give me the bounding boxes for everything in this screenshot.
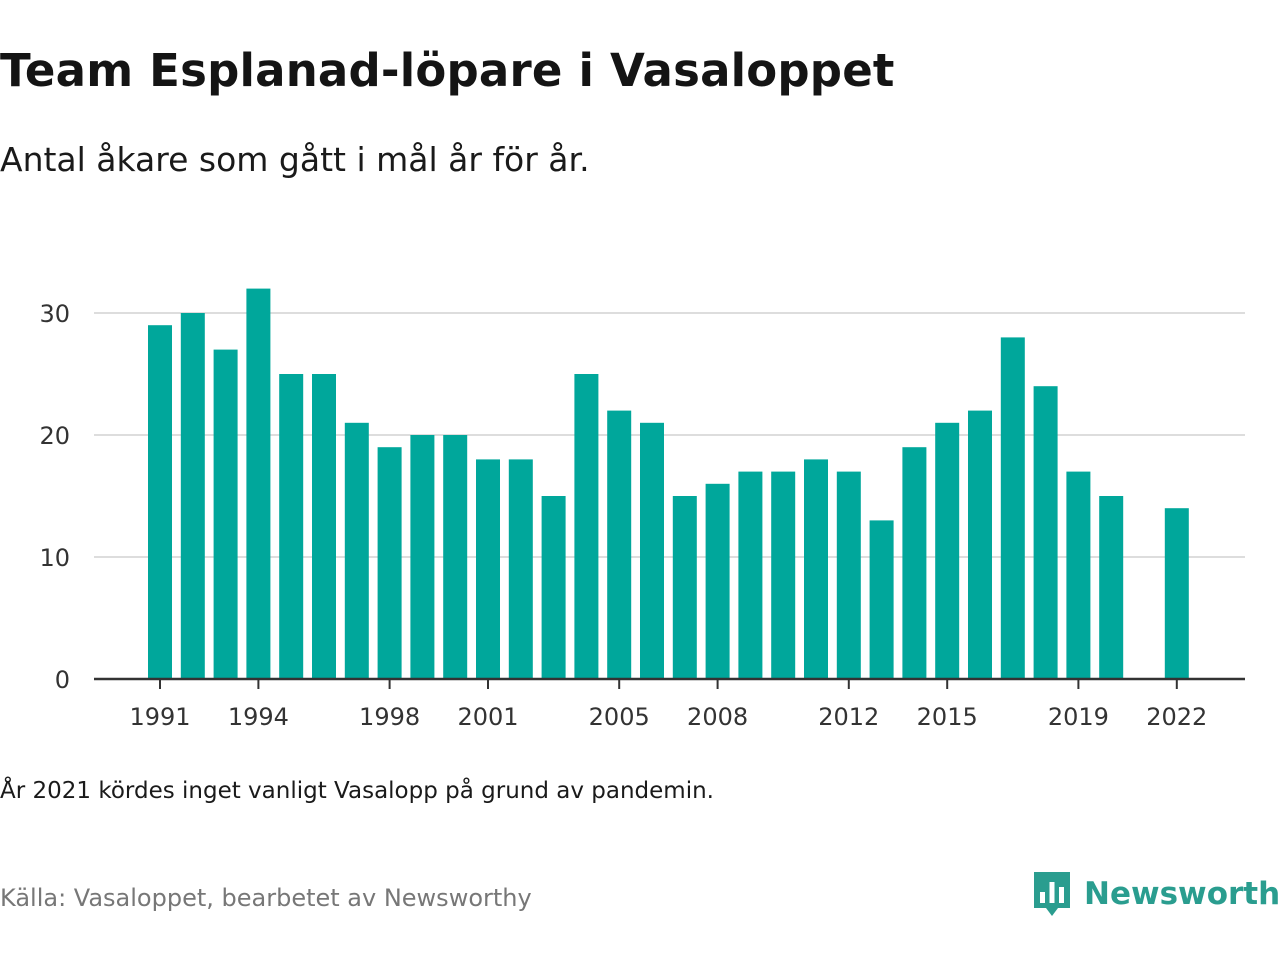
axes: 0 10 20 30 1991 1994 1998 2001 2005 2008 2012 2015 2… bbox=[39, 300, 1245, 731]
bar-2001 bbox=[476, 459, 500, 679]
bar-1993 bbox=[213, 349, 238, 679]
newsworthy-logo: Newsworthy bbox=[1032, 870, 1280, 918]
bar-2019 bbox=[1066, 471, 1091, 679]
bar-1994 bbox=[246, 288, 271, 679]
bar-1997 bbox=[344, 422, 369, 679]
bar-2003 bbox=[541, 496, 566, 679]
bar-2017 bbox=[1000, 337, 1025, 679]
bar-2004 bbox=[574, 374, 599, 679]
x-tick-label: 2012 bbox=[818, 703, 879, 731]
x-tick-label: 2001 bbox=[457, 703, 518, 731]
bar-2012 bbox=[836, 471, 861, 679]
x-tick-label: 1998 bbox=[359, 703, 420, 731]
x-tick-label: 2008 bbox=[687, 703, 748, 731]
bar-2015 bbox=[935, 422, 960, 679]
bars bbox=[148, 288, 1189, 679]
bar-2006 bbox=[640, 422, 664, 679]
y-tick-label: 10 bbox=[39, 544, 70, 572]
bar-2022 bbox=[1164, 508, 1189, 679]
bar-2011 bbox=[804, 459, 828, 679]
bar-1992 bbox=[180, 313, 205, 679]
brand-name: Newsworthy bbox=[1084, 876, 1280, 912]
bar-2014 bbox=[902, 447, 927, 679]
source-note: Källa: Vasaloppet, bearbetet av Newswort… bbox=[0, 884, 532, 912]
bar-1991 bbox=[148, 325, 172, 679]
bar-1996 bbox=[312, 374, 336, 679]
x-tick-label: 2005 bbox=[589, 703, 650, 731]
bar-2018 bbox=[1033, 386, 1058, 679]
chart-subtitle: Antal åkare som gått i mål år för år. bbox=[0, 140, 590, 179]
bar-2000 bbox=[443, 435, 468, 679]
bar-2013 bbox=[869, 520, 894, 679]
chart-title: Team Esplanad-löpare i Vasaloppet bbox=[0, 44, 895, 97]
x-tick-label: 1991 bbox=[129, 703, 190, 731]
bar-1999 bbox=[410, 435, 435, 679]
bar-2020 bbox=[1099, 496, 1124, 679]
x-tick-label: 2015 bbox=[917, 703, 978, 731]
y-tick-label: 0 bbox=[55, 666, 70, 694]
bar-2016 bbox=[968, 410, 992, 679]
x-tick-label: 1994 bbox=[228, 703, 289, 731]
bar-chart-bubble-icon bbox=[1034, 872, 1070, 916]
bar-1995 bbox=[279, 374, 304, 679]
bar-1998 bbox=[377, 447, 402, 679]
bar-chart: 0 10 20 30 1991 1994 1998 2001 2005 2008 2012 2015 2… bbox=[39, 288, 1245, 731]
bar-2008 bbox=[705, 483, 730, 679]
bar-2009 bbox=[738, 471, 763, 679]
y-tick-label: 30 bbox=[39, 300, 70, 328]
footnote: År 2021 kördes inget vanligt Vasalopp på… bbox=[0, 778, 714, 804]
bar-2005 bbox=[607, 410, 632, 679]
bar-2010 bbox=[771, 471, 796, 679]
bar-2007 bbox=[672, 496, 697, 679]
x-tick-label: 2022 bbox=[1146, 703, 1207, 731]
bar-2002 bbox=[508, 459, 533, 679]
y-tick-label: 20 bbox=[39, 422, 70, 450]
x-tick-label: 2019 bbox=[1048, 703, 1109, 731]
